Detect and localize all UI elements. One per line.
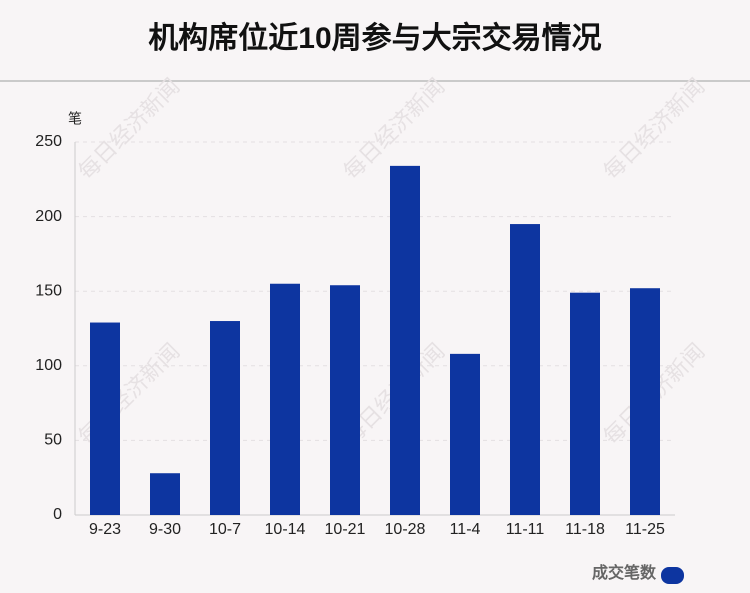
bar [390,165,420,515]
legend-label: 成交笔数 [592,563,657,582]
bar [570,292,600,515]
x-tick-label: 11-11 [506,521,545,538]
y-axis-unit: 笔 [68,111,82,127]
x-tick-label: 10-7 [209,521,241,538]
x-tick-label: 10-14 [265,521,306,538]
bar [150,473,180,515]
y-tick-label: 0 [53,506,62,523]
y-tick-label: 200 [35,208,62,225]
bar [450,353,480,515]
bar [630,288,660,515]
bar [510,224,540,515]
bar [330,285,360,515]
y-tick-label: 250 [35,133,62,150]
x-tick-label: 10-21 [325,521,366,538]
legend-swatch [661,567,684,584]
x-tick-label: 11-18 [565,521,605,538]
bar [210,321,240,515]
chart-title: 机构席位近10周参与大宗交易情况 [148,21,601,55]
y-tick-label: 150 [35,282,62,299]
x-tick-label: 9-30 [149,521,181,538]
y-tick-label: 50 [44,432,62,449]
x-tick-label: 10-28 [385,521,426,538]
x-tick-label: 11-4 [450,521,481,538]
y-tick-label: 100 [35,357,62,374]
bar [90,322,120,515]
x-tick-label: 9-23 [89,521,121,538]
bar [270,283,300,515]
x-tick-label: 11-25 [625,521,665,538]
